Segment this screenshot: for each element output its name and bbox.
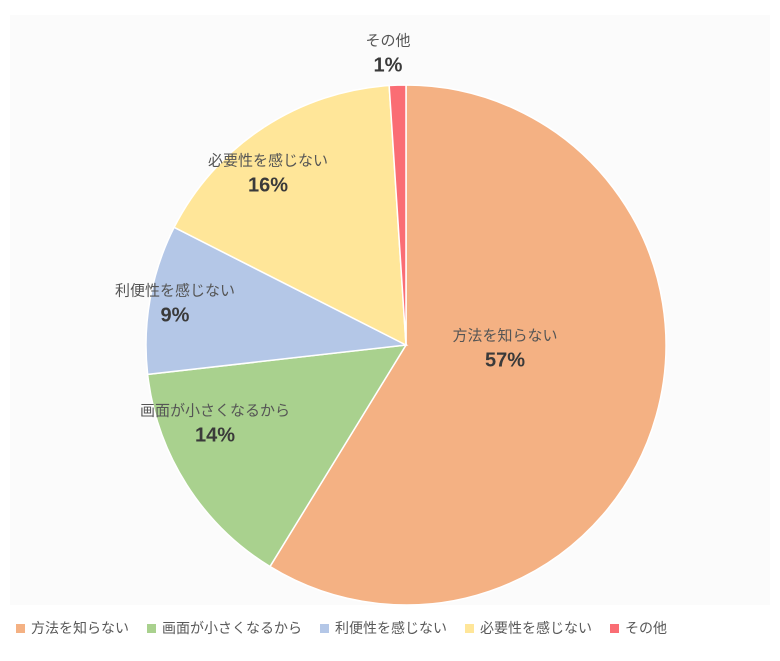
legend: 方法を知らない 画面が小さくなるから 利便性を感じない 必要性を感じない その他	[10, 618, 776, 638]
legend-label: 画面が小さくなるから	[162, 618, 302, 638]
slice-label-percent: 1%	[365, 52, 410, 80]
slice-label-name: 利便性を感じない	[115, 281, 235, 302]
slice-label-percent: 14%	[140, 422, 290, 450]
legend-item: 画面が小さくなるから	[147, 618, 302, 638]
legend-label: 必要性を感じない	[480, 618, 592, 638]
legend-item: その他	[610, 618, 667, 638]
legend-swatch	[16, 624, 25, 633]
legend-swatch	[465, 624, 474, 633]
slice-label-name: 方法を知らない	[452, 326, 557, 347]
legend-label: 方法を知らない	[31, 618, 129, 638]
legend-swatch	[320, 624, 329, 633]
legend-swatch	[610, 624, 619, 633]
chart-container: 方法を知らない57%画面が小さくなるから14%利便性を感じない9%必要性を感じな…	[0, 0, 780, 661]
slice-label: 利便性を感じない9%	[115, 281, 235, 330]
slice-label-percent: 9%	[115, 302, 235, 330]
legend-label: その他	[625, 618, 667, 638]
slice-label-name: 必要性を感じない	[208, 151, 328, 172]
slice-label-percent: 16%	[208, 172, 328, 200]
slice-label: 画面が小さくなるから14%	[140, 401, 290, 450]
slice-label: その他1%	[365, 31, 410, 80]
pie-chart	[0, 0, 780, 661]
slice-label: 方法を知らない57%	[452, 326, 557, 375]
legend-label: 利便性を感じない	[335, 618, 447, 638]
legend-item: 利便性を感じない	[320, 618, 447, 638]
slice-label: 必要性を感じない16%	[208, 151, 328, 200]
slice-label-name: 画面が小さくなるから	[140, 401, 290, 422]
legend-item: 必要性を感じない	[465, 618, 592, 638]
slice-label-name: その他	[365, 31, 410, 52]
legend-item: 方法を知らない	[16, 618, 129, 638]
slice-label-percent: 57%	[452, 347, 557, 375]
legend-swatch	[147, 624, 156, 633]
